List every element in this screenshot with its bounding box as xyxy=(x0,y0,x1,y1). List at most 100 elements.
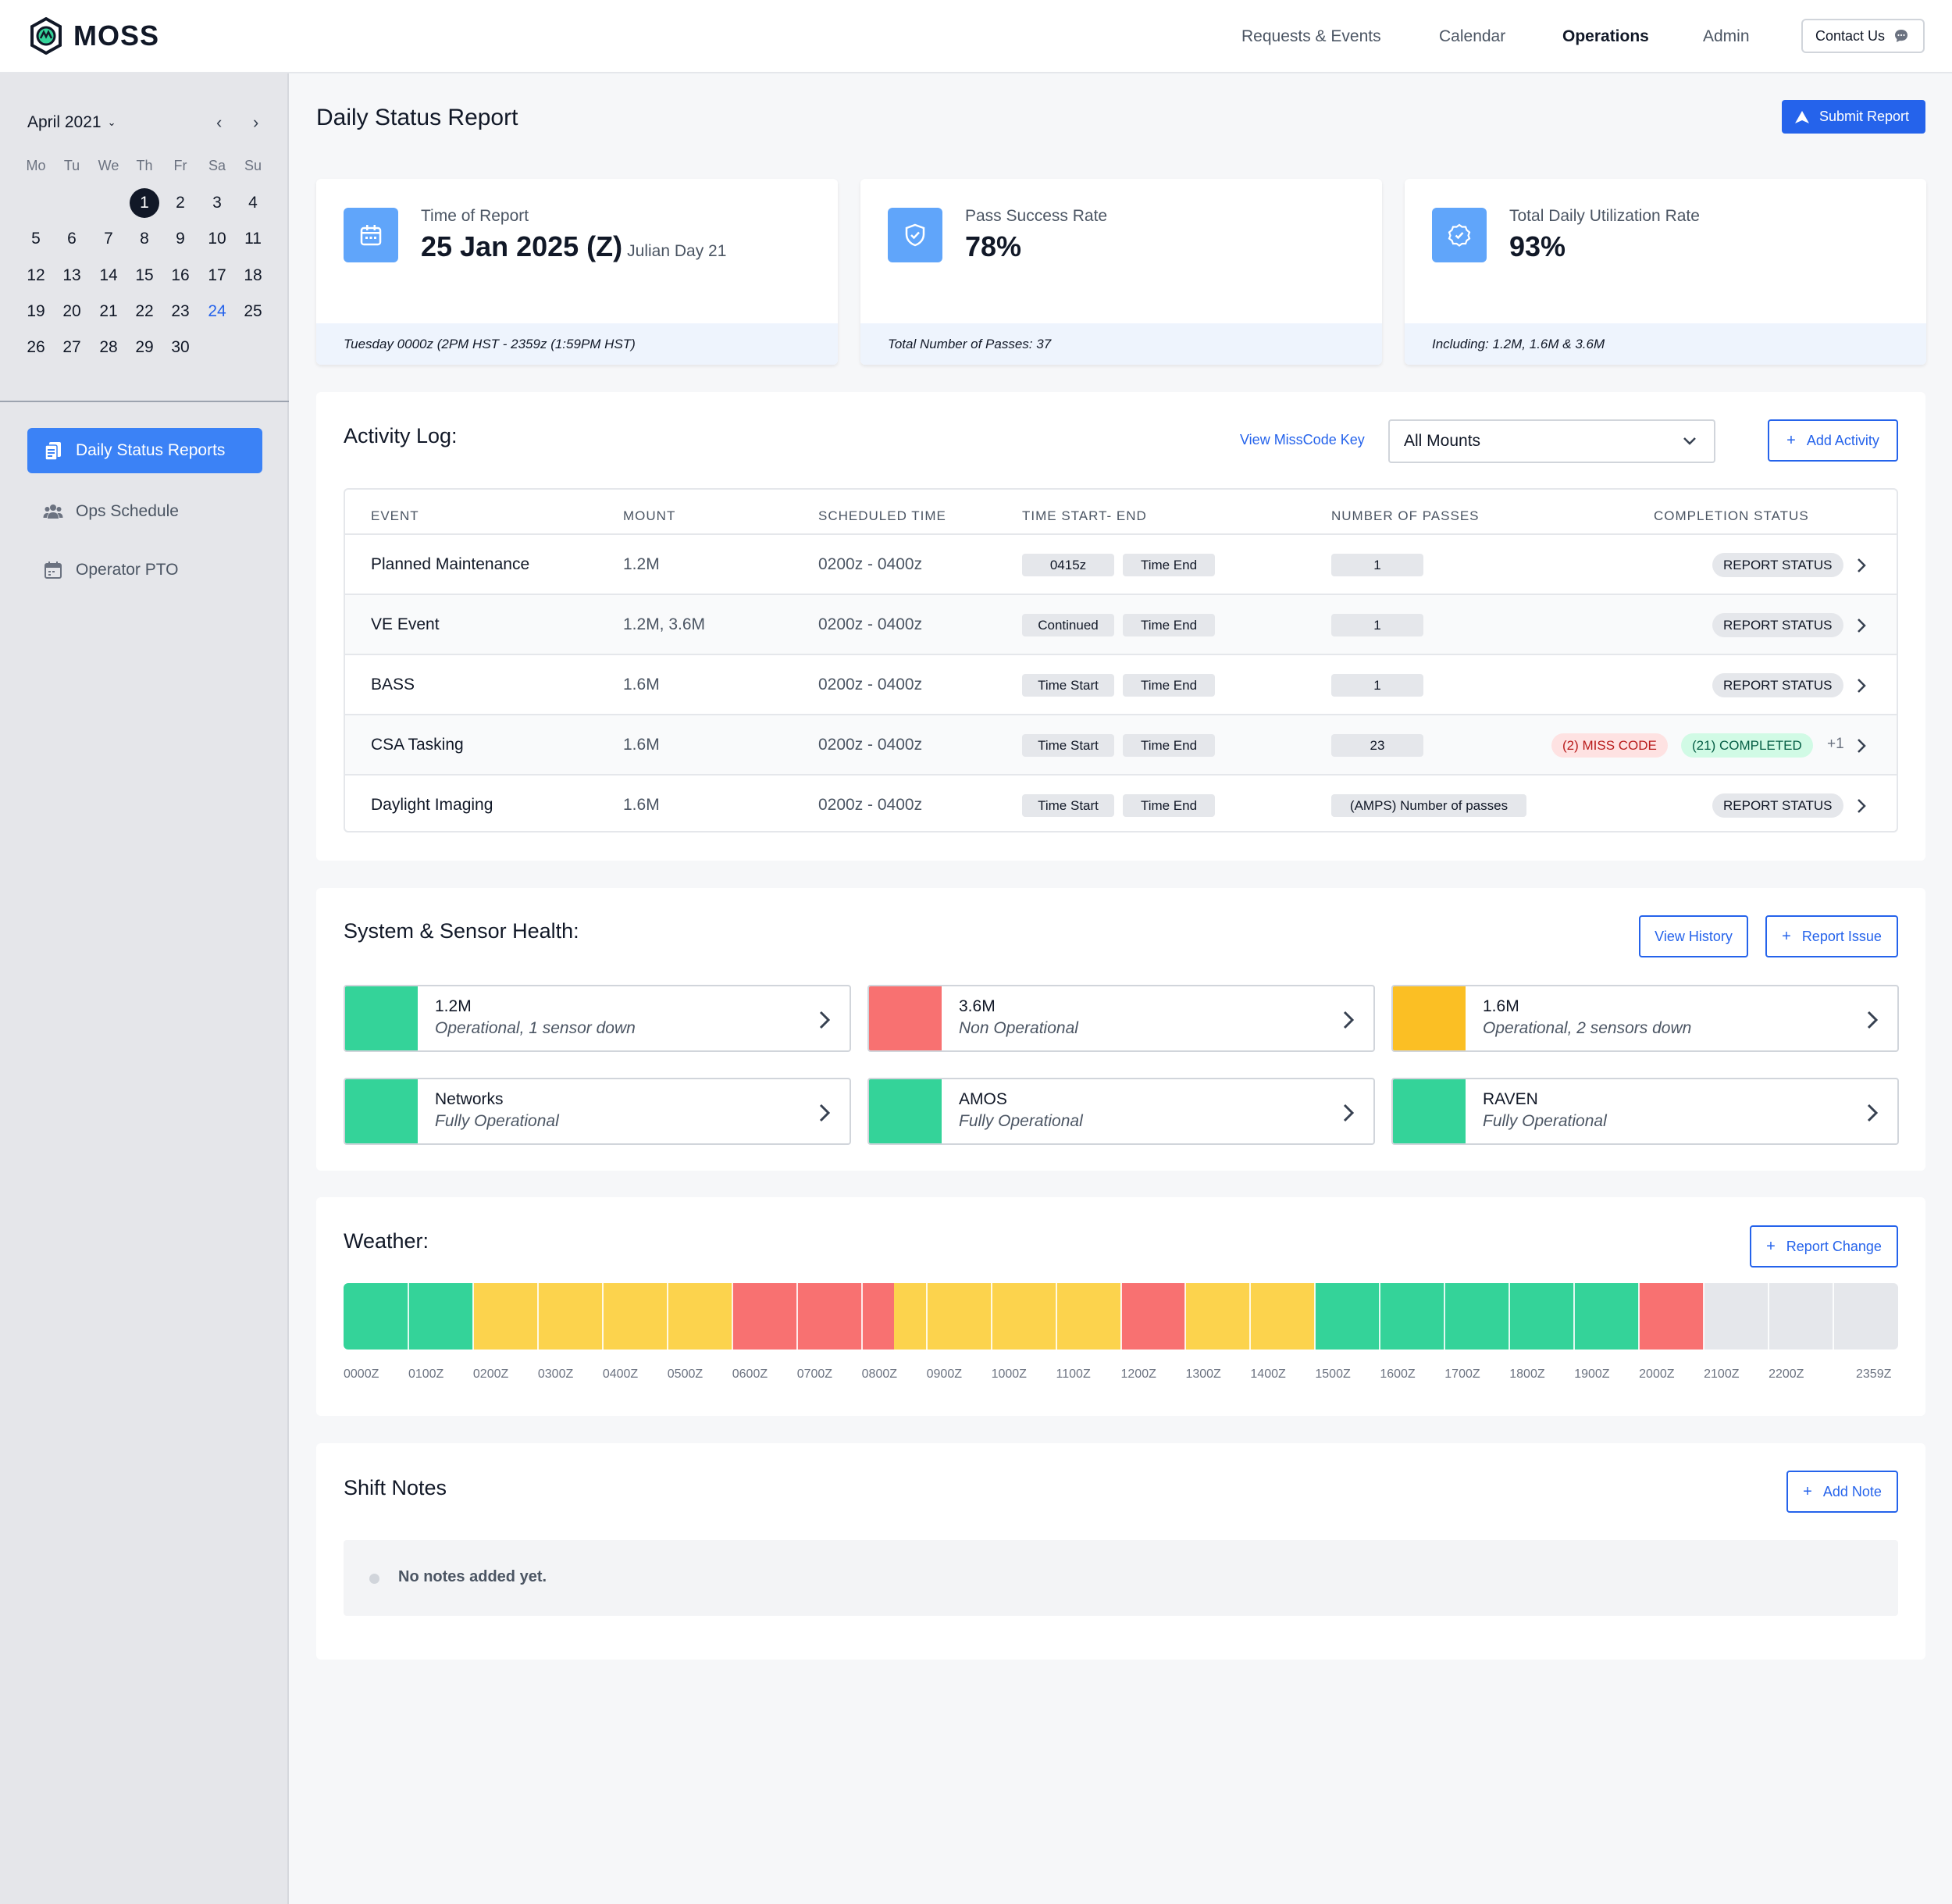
calendar-day[interactable]: 20 xyxy=(62,302,81,320)
hour-label: 0600Z xyxy=(732,1367,768,1381)
calendar-day[interactable]: 25 xyxy=(244,302,262,320)
calendar-day[interactable]: 7 xyxy=(104,230,113,248)
calendar-day-today[interactable]: 24 xyxy=(208,302,226,320)
report-status-badge[interactable]: REPORT STATUS xyxy=(1712,613,1843,637)
report-status-badge[interactable]: REPORT STATUS xyxy=(1712,553,1843,577)
weather-segment-yellow[interactable] xyxy=(894,1283,1121,1350)
time-start-chip[interactable]: Time Start xyxy=(1022,794,1114,817)
calendar-day[interactable]: 6 xyxy=(67,230,77,248)
calendar-day[interactable]: 30 xyxy=(171,338,190,356)
time-end-chip[interactable]: Time End xyxy=(1123,674,1215,697)
calendar-day[interactable]: 15 xyxy=(135,266,154,284)
calendar-day[interactable]: 8 xyxy=(140,230,149,248)
chevron-right-icon[interactable] xyxy=(1856,797,1867,815)
view-history-button[interactable]: View History xyxy=(1639,915,1748,957)
calendar-day[interactable]: 23 xyxy=(171,302,190,320)
bullet-icon xyxy=(369,1574,379,1584)
calendar-day[interactable]: 26 xyxy=(27,338,45,356)
calendar-day[interactable]: 22 xyxy=(135,302,154,320)
weather-segment-red[interactable] xyxy=(1120,1283,1186,1350)
submit-report-button[interactable]: Submit Report xyxy=(1782,100,1925,134)
report-issue-button[interactable]: + Report Issue xyxy=(1765,915,1898,957)
mount-filter-select[interactable]: All Mounts xyxy=(1388,419,1715,463)
passes-chip[interactable]: 23 xyxy=(1331,734,1423,757)
app-logo[interactable]: MOSS xyxy=(28,17,159,55)
top-navbar: MOSS Requests & Events Calendar Operatio… xyxy=(0,0,1952,73)
health-card-networks[interactable]: Networks Fully Operational xyxy=(344,1078,851,1145)
contact-us-button[interactable]: Contact Us xyxy=(1801,19,1925,53)
calendar-day[interactable]: 17 xyxy=(208,266,226,284)
passes-chip[interactable]: 1 xyxy=(1331,554,1423,576)
view-misscode-key-link[interactable]: View MissCode Key xyxy=(1240,432,1365,447)
chevron-right-icon[interactable] xyxy=(1856,617,1867,634)
chevron-right-icon[interactable] xyxy=(1856,677,1867,694)
calendar-day-selected[interactable]: 1 xyxy=(130,188,159,218)
table-row[interactable]: BASS 1.6M 0200z - 0400z Time Start Time … xyxy=(345,654,1897,714)
sidebar-item-operator-pto[interactable]: Operator PTO xyxy=(27,547,262,593)
calendar-day[interactable]: 5 xyxy=(31,230,41,248)
report-status-badge[interactable]: REPORT STATUS xyxy=(1712,673,1843,697)
nav-calendar[interactable]: Calendar xyxy=(1439,27,1506,45)
chevron-right-icon[interactable] xyxy=(1856,557,1867,574)
calendar-day[interactable]: 19 xyxy=(27,302,45,320)
table-row[interactable]: VE Event 1.2M, 3.6M 0200z - 0400z Contin… xyxy=(345,594,1897,654)
calendar-day[interactable]: 14 xyxy=(99,266,118,284)
calendar-day[interactable]: 18 xyxy=(244,266,262,284)
time-start-chip[interactable]: Time Start xyxy=(1022,734,1114,757)
calendar-day[interactable]: 13 xyxy=(62,266,81,284)
calendar-day[interactable]: 16 xyxy=(171,266,190,284)
calendar-day[interactable]: 11 xyxy=(244,230,262,248)
time-end-chip[interactable]: Time End xyxy=(1123,794,1215,817)
passes-chip[interactable]: (AMPS) Number of passes xyxy=(1331,794,1526,817)
scheduled-time-cell: 0200z - 0400z xyxy=(818,615,923,633)
chevron-right-icon[interactable]: › xyxy=(253,112,259,132)
health-card-1-6m[interactable]: 1.6M Operational, 2 sensors down xyxy=(1391,985,1899,1052)
report-status-badge[interactable]: REPORT STATUS xyxy=(1712,793,1843,818)
more-statuses-count[interactable]: +1 xyxy=(1827,736,1844,752)
nav-admin[interactable]: Admin xyxy=(1703,27,1750,45)
calendar-day[interactable]: 10 xyxy=(208,230,226,248)
system-status: Fully Operational xyxy=(959,1112,1083,1130)
calendar-day[interactable]: 29 xyxy=(135,338,154,356)
health-card-3-6m[interactable]: 3.6M Non Operational xyxy=(867,985,1375,1052)
health-card-amos[interactable]: AMOS Fully Operational xyxy=(867,1078,1375,1145)
passes-chip[interactable]: 1 xyxy=(1331,614,1423,636)
time-start-chip[interactable]: Continued xyxy=(1022,614,1114,636)
add-activity-button[interactable]: + Add Activity xyxy=(1768,419,1898,462)
calendar-day[interactable]: 12 xyxy=(27,266,45,284)
sidebar-item-ops-schedule[interactable]: Ops Schedule xyxy=(27,489,262,534)
calendar-day[interactable]: 2 xyxy=(176,194,185,212)
calendar-day[interactable]: 4 xyxy=(248,194,258,212)
nav-requests-events[interactable]: Requests & Events xyxy=(1241,27,1381,45)
chevron-right-icon[interactable] xyxy=(1856,737,1867,754)
calendar-day[interactable]: 28 xyxy=(99,338,118,356)
health-card-raven[interactable]: RAVEN Fully Operational xyxy=(1391,1078,1899,1145)
report-change-button[interactable]: + Report Change xyxy=(1750,1225,1898,1268)
table-row[interactable]: CSA Tasking 1.6M 0200z - 0400z Time Star… xyxy=(345,714,1897,774)
table-row[interactable]: Planned Maintenance 1.2M 0200z - 0400z 0… xyxy=(345,533,1897,594)
calendar-day[interactable]: 3 xyxy=(212,194,222,212)
system-name: 1.2M xyxy=(435,997,472,1015)
weather-segment-red[interactable] xyxy=(732,1283,895,1350)
table-row[interactable]: Daylight Imaging 1.6M 0200z - 0400z Time… xyxy=(345,774,1897,831)
weather-segment-green[interactable] xyxy=(1315,1283,1640,1350)
time-end-chip[interactable]: Time End xyxy=(1123,734,1215,757)
time-start-chip[interactable]: 0415z xyxy=(1022,554,1114,576)
sidebar-item-daily-status-reports[interactable]: Daily Status Reports xyxy=(27,428,262,473)
time-end-chip[interactable]: Time End xyxy=(1123,554,1215,576)
weather-segment-none[interactable] xyxy=(1704,1283,1898,1350)
health-card-1-2m[interactable]: 1.2M Operational, 1 sensor down xyxy=(344,985,851,1052)
passes-chip[interactable]: 1 xyxy=(1331,674,1423,697)
time-end-chip[interactable]: Time End xyxy=(1123,614,1215,636)
nav-operations[interactable]: Operations xyxy=(1562,27,1649,45)
calendar-day[interactable]: 21 xyxy=(99,302,118,320)
calendar-day[interactable]: 9 xyxy=(176,230,185,248)
miss-code-badge[interactable]: (2) MISS CODE xyxy=(1551,733,1668,758)
completed-badge[interactable]: (21) COMPLETED xyxy=(1681,733,1813,758)
time-start-chip[interactable]: Time Start xyxy=(1022,674,1114,697)
month-selector[interactable]: April 2021 ⌄ xyxy=(27,113,116,132)
chevron-left-icon[interactable]: ‹ xyxy=(216,112,223,132)
weather-segment-red[interactable] xyxy=(1639,1283,1704,1350)
add-note-button[interactable]: + Add Note xyxy=(1786,1471,1898,1513)
calendar-day[interactable]: 27 xyxy=(62,338,81,356)
